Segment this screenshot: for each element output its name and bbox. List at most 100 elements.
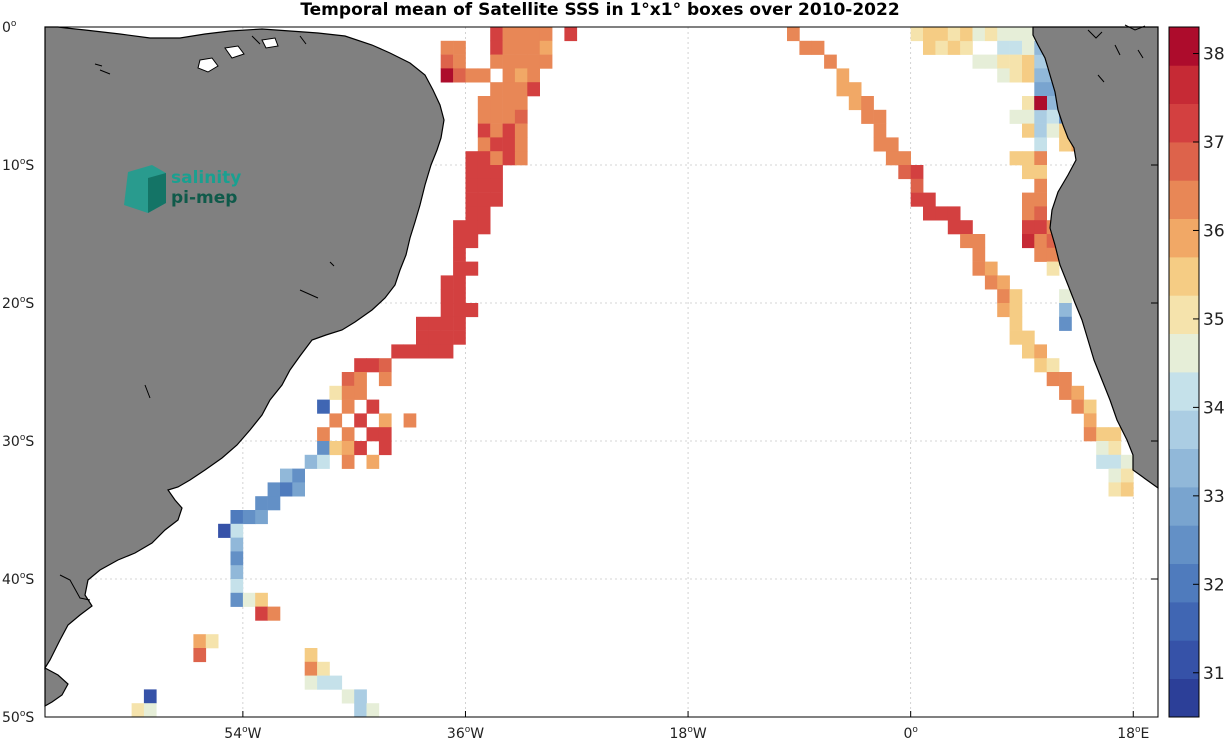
sss-cell xyxy=(1022,109,1035,124)
sss-cell xyxy=(292,468,305,483)
sss-cell xyxy=(304,454,318,469)
sss-cell xyxy=(1059,289,1072,304)
sss-cell xyxy=(477,96,491,111)
sss-cell xyxy=(378,413,392,428)
sss-cell xyxy=(304,675,318,690)
sss-cell xyxy=(440,303,454,318)
sss-cell xyxy=(997,303,1010,318)
sss-cell xyxy=(1046,123,1060,138)
sss-cell xyxy=(230,551,244,566)
sss-cell xyxy=(527,40,540,55)
colorbar-block xyxy=(1169,295,1199,334)
sss-cell xyxy=(997,27,1010,42)
sss-cell xyxy=(453,234,466,249)
sss-cell xyxy=(1009,316,1023,331)
sss-cell xyxy=(1059,137,1072,152)
sss-cell xyxy=(465,206,479,221)
colorbar-block xyxy=(1169,333,1199,373)
sss-cell xyxy=(440,330,454,345)
sss-cell xyxy=(502,96,516,111)
sss-cell xyxy=(242,592,256,607)
sss-cell xyxy=(997,289,1010,304)
sss-cell xyxy=(1009,68,1023,83)
colorbar-block xyxy=(1169,65,1199,104)
sss-cell xyxy=(366,703,380,718)
sss-cell xyxy=(1034,68,1047,83)
sss-cell xyxy=(354,689,367,704)
colorbar-block xyxy=(1169,410,1199,449)
sss-cell xyxy=(1046,109,1060,124)
sss-cell xyxy=(514,96,528,111)
sss-cell xyxy=(1009,289,1023,304)
sss-cell xyxy=(341,427,355,442)
sss-cell xyxy=(490,54,503,69)
sss-cell xyxy=(1096,441,1109,456)
colorbar-frame xyxy=(1168,26,1200,718)
lat-tick-label: 20oS xyxy=(2,295,34,312)
sss-cell xyxy=(1120,468,1134,483)
sss-cell xyxy=(329,413,343,428)
lat-tick-label: 30oS xyxy=(2,433,34,450)
sss-cell xyxy=(477,109,491,124)
lat-tick-label: 0o xyxy=(2,19,17,36)
sss-cell xyxy=(255,592,268,607)
sss-cell xyxy=(143,703,157,718)
coast-detail-islands xyxy=(59,35,335,601)
sss-cell xyxy=(391,344,404,359)
sss-cell xyxy=(923,27,936,42)
sss-cell xyxy=(960,234,973,249)
colorbar-tick-label: 36 xyxy=(1203,222,1225,242)
sss-cell xyxy=(490,165,503,180)
colorbar-tick-label: 34 xyxy=(1203,398,1225,418)
sss-cell xyxy=(935,27,949,42)
sss-cell xyxy=(490,82,503,97)
sss-cell xyxy=(131,703,145,718)
sss-cell xyxy=(514,40,528,55)
sss-cell xyxy=(502,109,516,124)
sss-cell xyxy=(465,234,479,249)
colorbar-tick-label: 32 xyxy=(1203,575,1225,595)
latitude-labels: 0o 10oS 20oS 30oS 40oS 50oS xyxy=(2,19,34,726)
sss-cell xyxy=(242,510,256,525)
sss-cell xyxy=(1034,206,1047,221)
colorbar-block xyxy=(1169,103,1199,143)
sss-cell xyxy=(440,344,454,359)
sss-cell xyxy=(453,220,466,235)
sss-cell xyxy=(218,523,231,538)
sss-cell xyxy=(490,192,503,207)
sss-cell xyxy=(440,54,454,69)
lat-tick-label: 40oS xyxy=(2,571,34,588)
sss-cell xyxy=(1034,358,1047,373)
lon-tick-label: 36oW xyxy=(447,725,484,740)
map-frame xyxy=(44,26,1159,718)
sss-cell xyxy=(267,606,281,621)
sss-cell xyxy=(366,427,380,442)
sss-cell xyxy=(935,206,949,221)
sss-cell xyxy=(972,27,986,42)
sss-cell xyxy=(465,261,479,276)
sss-cell xyxy=(514,123,528,138)
sss-cell xyxy=(1096,454,1109,469)
sss-cell xyxy=(910,178,924,193)
sss-cell xyxy=(416,316,429,331)
logo-text-pimep: pi-mep xyxy=(171,188,237,208)
sss-cell xyxy=(1022,54,1035,69)
sss-cell xyxy=(143,689,157,704)
land-africa xyxy=(1032,24,1159,490)
sss-cell xyxy=(255,510,268,525)
sss-cell xyxy=(403,344,417,359)
sss-cell xyxy=(1009,151,1023,166)
colorbar-block xyxy=(1169,487,1199,526)
sss-cell xyxy=(502,82,516,97)
sss-cell xyxy=(453,54,466,69)
sss-cell xyxy=(1022,27,1035,42)
sss-cell xyxy=(514,68,528,83)
amazon-mouth-islands xyxy=(197,37,279,73)
sss-cell xyxy=(341,399,355,414)
sss-cell xyxy=(453,261,466,276)
lat-tick-label: 10oS xyxy=(2,157,34,174)
colorbar-tick-label: 37 xyxy=(1203,133,1225,153)
sss-cell xyxy=(477,220,491,235)
salinity-pimep-logo: salinity pi-mep xyxy=(124,165,241,213)
sss-cell xyxy=(477,165,491,180)
